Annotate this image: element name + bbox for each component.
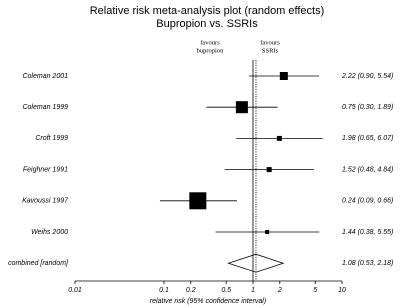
annotation: favours <box>260 39 280 46</box>
study-label: Kavoussi 1997 <box>22 198 69 205</box>
annotation: bupropion <box>197 47 224 54</box>
annotation: favours <box>200 39 220 46</box>
study-label: Feighner 1991 <box>23 166 68 173</box>
x-axis-label: relative risk (95% confidence interval) <box>150 298 266 305</box>
value-label: 1.52 (0.48, 4.84) <box>342 166 393 173</box>
study-label: Coleman 2001 <box>22 73 68 80</box>
x-tick-label: 5 <box>313 287 317 294</box>
x-tick-label: 1 <box>251 287 255 294</box>
pooled-diamond <box>227 253 285 273</box>
study-label: combined [random] <box>8 260 69 267</box>
estimate-square <box>235 101 248 114</box>
estimate-square <box>265 230 270 234</box>
chart-subtitle: Bupropion vs. SSRIs <box>156 18 258 30</box>
value-label: 1.98 (0.65, 6.07) <box>342 135 393 142</box>
x-tick-label: 0.01 <box>68 287 82 294</box>
value-label: 0.75 (0.30, 1.89) <box>342 104 393 111</box>
value-label: 1.44 (0.38, 5.55) <box>342 229 393 236</box>
study-label: Weihs 2000 <box>31 229 68 236</box>
value-label: 0.24 (0.09, 0.66) <box>342 198 393 205</box>
estimate-square <box>266 167 272 173</box>
x-tick-label: 0.2 <box>186 287 196 294</box>
estimate-square <box>279 72 288 80</box>
x-tick-label: 2 <box>277 287 282 294</box>
estimate-square <box>189 192 207 210</box>
study-label: Coleman 1999 <box>22 104 68 111</box>
value-label: 2.22 (0.90, 5.54) <box>341 73 393 80</box>
study-label: Croft 1999 <box>35 135 68 142</box>
estimate-square <box>276 135 282 141</box>
x-tick-label: 0.1 <box>159 287 169 294</box>
annotation: SSRIs <box>262 47 279 54</box>
chart-title: Relative risk meta-analysis plot (random… <box>90 5 325 17</box>
x-tick-label: 0.5 <box>221 287 231 294</box>
value-label: 1.08 (0.53, 2.18) <box>342 260 393 267</box>
x-tick-label: 10 <box>338 287 346 294</box>
